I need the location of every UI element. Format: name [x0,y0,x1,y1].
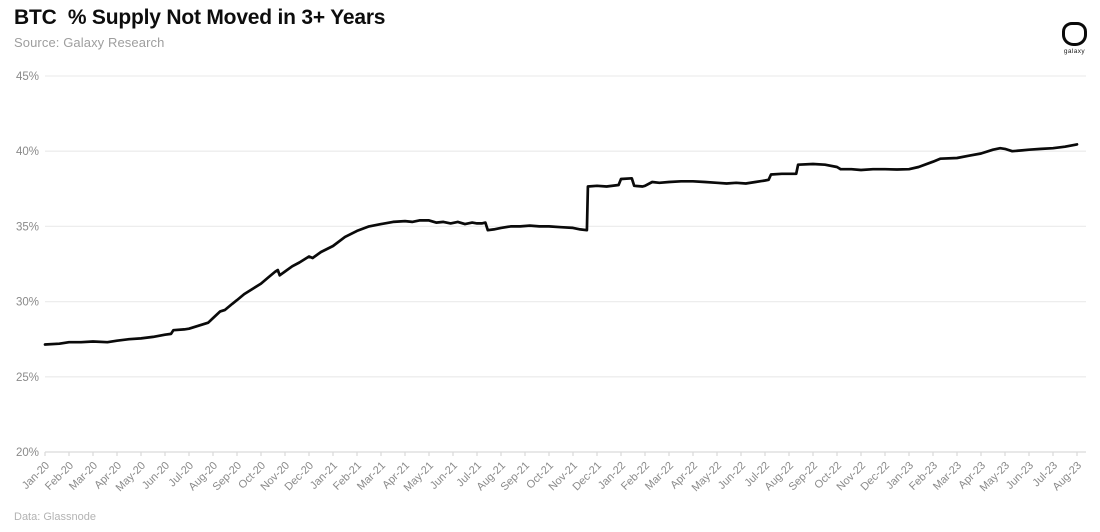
x-tick-label: Jun-22 [716,460,748,492]
series-line [43,143,1079,346]
galaxy-logo: galaxy [1062,22,1087,55]
galaxy-logo-label: galaxy [1063,48,1086,55]
chart-source: Source: Galaxy Research [14,35,165,50]
y-tick-label: 25% [16,372,39,384]
y-tick-label: 30% [16,297,39,309]
data-attribution: Data: Glassnode [14,511,96,523]
chart-header: BTC % Supply Not Moved in 3+ Years Sourc… [14,6,385,50]
y-tick-label: 20% [16,447,39,459]
x-tick-label: Jun-21 [428,460,460,492]
y-tick-label: 45% [16,71,39,83]
chart-title: BTC % Supply Not Moved in 3+ Years [14,6,386,29]
y-tick-label: 35% [16,221,39,233]
y-tick-label: 40% [16,146,39,158]
x-tick-label: Jun-20 [140,460,172,492]
x-tick-label: Jun-23 [1004,460,1036,492]
galaxy-logo-icon [1062,22,1087,46]
